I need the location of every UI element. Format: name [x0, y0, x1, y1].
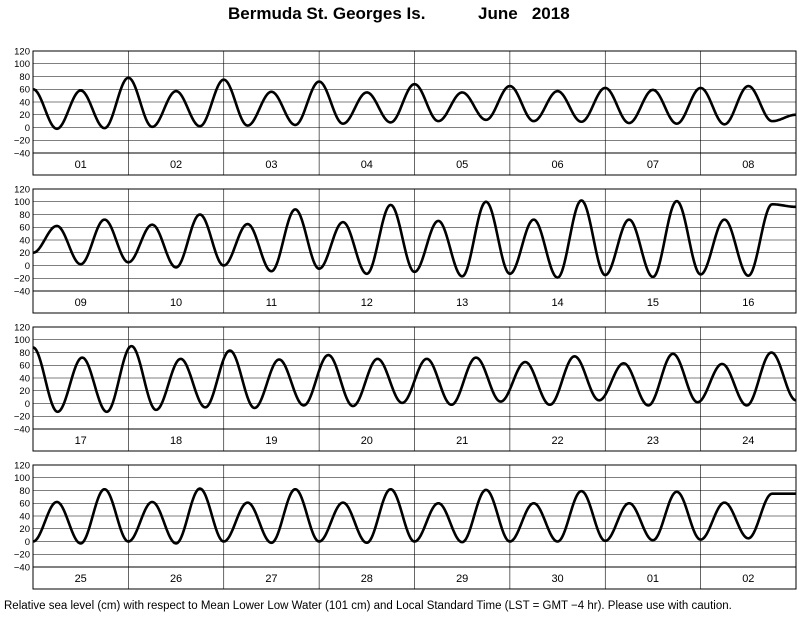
- y-tick-label: 100: [14, 197, 30, 208]
- y-tick-label: 120: [14, 46, 30, 57]
- tide-series-line: [32, 487, 797, 545]
- day-axis-frame: [32, 428, 797, 452]
- tide-series-line: [32, 76, 797, 131]
- day-label: 26: [170, 573, 182, 585]
- day-label: 13: [456, 297, 468, 309]
- day-axis-frame: [32, 566, 797, 590]
- y-tick-label: 60: [19, 361, 30, 372]
- y-tick-label: 100: [14, 59, 30, 70]
- day-label: 04: [361, 159, 373, 171]
- day-label: 18: [170, 435, 182, 447]
- day-label: 14: [551, 297, 563, 309]
- y-tick-label: 80: [19, 486, 30, 497]
- y-tick-label: 20: [19, 524, 30, 535]
- y-tick-label: 0: [25, 537, 30, 548]
- tide-series-line: [32, 344, 797, 414]
- day-label: 29: [456, 573, 468, 585]
- day-label: 24: [742, 435, 754, 447]
- y-tick-label: 20: [19, 110, 30, 121]
- day-label: 15: [647, 297, 659, 309]
- y-tick-label: 60: [19, 223, 30, 234]
- day-label: 22: [551, 435, 563, 447]
- y-tick-label: 80: [19, 348, 30, 359]
- y-tick-label: −40: [14, 286, 30, 297]
- day-label: 02: [170, 159, 182, 171]
- y-tick-label: 60: [19, 85, 30, 96]
- day-label: 03: [265, 159, 277, 171]
- y-tick-label: −20: [14, 412, 30, 423]
- footer-note: Relative sea level (cm) with respect to …: [4, 600, 732, 612]
- y-tick-label: −40: [14, 562, 30, 573]
- day-label: 06: [551, 159, 563, 171]
- y-tick-label: 120: [14, 184, 30, 195]
- day-label: 16: [742, 297, 754, 309]
- y-tick-label: 80: [19, 210, 30, 221]
- day-label: 01: [75, 159, 87, 171]
- y-tick-label: 60: [19, 499, 30, 510]
- y-tick-label: 0: [25, 261, 30, 272]
- y-tick-label: 100: [14, 335, 30, 346]
- y-tick-label: 20: [19, 386, 30, 397]
- day-label: 10: [170, 297, 182, 309]
- y-tick-label: 20: [19, 248, 30, 259]
- day-label: 20: [361, 435, 373, 447]
- y-tick-label: 120: [14, 322, 30, 333]
- y-tick-label: 80: [19, 72, 30, 83]
- y-tick-label: −40: [14, 424, 30, 435]
- period-title: June 2018: [478, 4, 570, 23]
- y-tick-label: 0: [25, 123, 30, 134]
- day-label: 12: [361, 297, 373, 309]
- day-label: 11: [266, 297, 277, 309]
- day-label: 07: [647, 159, 659, 171]
- y-tick-label: 120: [14, 460, 30, 471]
- day-label: 02: [742, 573, 754, 585]
- day-axis-frame: [32, 290, 797, 314]
- y-tick-label: 40: [19, 511, 30, 522]
- y-tick-label: 100: [14, 473, 30, 484]
- day-label: 01: [647, 573, 659, 585]
- day-label: 30: [551, 573, 563, 585]
- day-label: 05: [456, 159, 468, 171]
- y-tick-label: 0: [25, 399, 30, 410]
- y-tick-label: 40: [19, 373, 30, 384]
- day-axis-frame: [32, 152, 797, 176]
- station-title: Bermuda St. Georges Is.: [228, 4, 426, 23]
- day-label: 19: [265, 435, 277, 447]
- day-label: 27: [265, 573, 277, 585]
- day-label: 21: [456, 435, 468, 447]
- tide-series-line: [32, 199, 797, 279]
- day-label: 17: [75, 435, 87, 447]
- y-tick-label: 40: [19, 97, 30, 108]
- y-tick-label: −20: [14, 550, 30, 561]
- y-tick-label: −20: [14, 274, 30, 285]
- y-tick-label: −20: [14, 136, 30, 147]
- day-label: 09: [75, 297, 87, 309]
- day-label: 28: [361, 573, 373, 585]
- day-label: 08: [742, 159, 754, 171]
- day-label: 23: [647, 435, 659, 447]
- y-tick-label: −40: [14, 148, 30, 159]
- day-label: 25: [75, 573, 87, 585]
- y-tick-label: 40: [19, 235, 30, 246]
